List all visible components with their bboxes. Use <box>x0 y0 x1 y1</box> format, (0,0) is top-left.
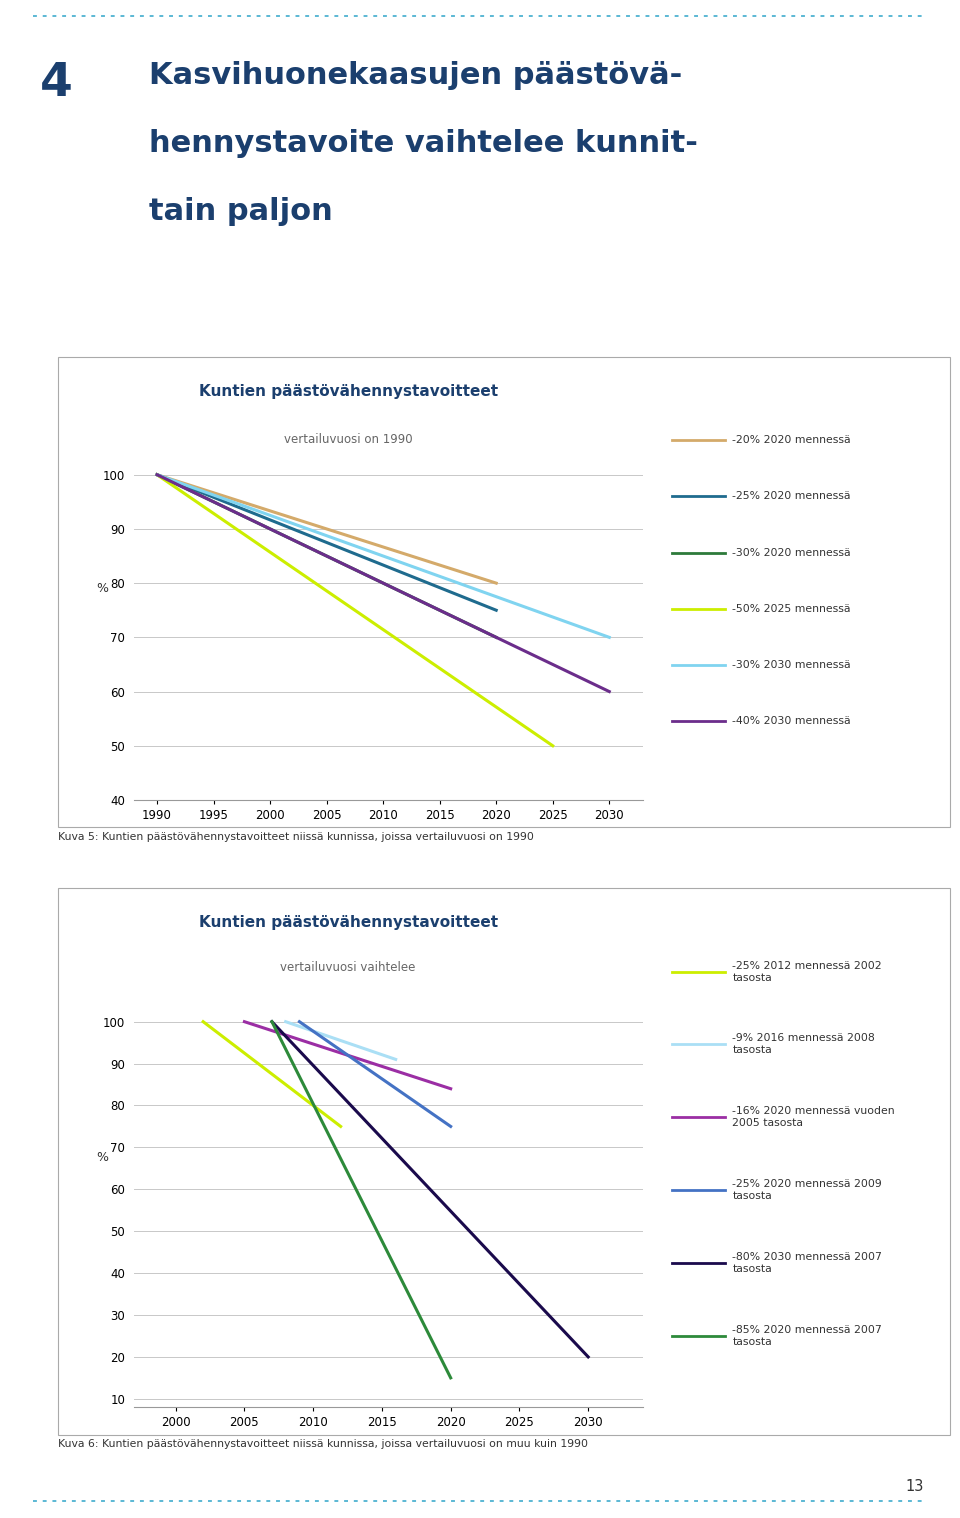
Text: %: % <box>96 581 108 595</box>
Text: Kasvihuonekaasujen päästövä-: Kasvihuonekaasujen päästövä- <box>149 61 682 90</box>
Text: -30% 2030 mennessä: -30% 2030 mennessä <box>732 660 852 669</box>
Text: vertailuvuosi on 1990: vertailuvuosi on 1990 <box>284 433 413 446</box>
Text: -50% 2025 mennessä: -50% 2025 mennessä <box>732 604 851 613</box>
Text: Kuntien päästövähennystavoitteet: Kuntien päästövähennystavoitteet <box>199 384 497 399</box>
Text: -25% 2020 mennessä 2009
tasosta: -25% 2020 mennessä 2009 tasosta <box>732 1179 882 1201</box>
Text: %: % <box>96 1151 108 1164</box>
Text: -30% 2020 mennessä: -30% 2020 mennessä <box>732 548 852 557</box>
Text: -16% 2020 mennessä vuoden
2005 tasosta: -16% 2020 mennessä vuoden 2005 tasosta <box>732 1107 895 1128</box>
Text: vertailuvuosi vaihtelee: vertailuvuosi vaihtelee <box>280 961 416 975</box>
Text: 4: 4 <box>40 61 73 106</box>
Text: 13: 13 <box>905 1479 924 1494</box>
Text: hennystavoite vaihtelee kunnit-: hennystavoite vaihtelee kunnit- <box>149 129 698 158</box>
Text: -20% 2020 mennessä: -20% 2020 mennessä <box>732 436 852 445</box>
Text: Kuva 6: Kuntien päästövähennystavoitteet niissä kunnissa, joissa vertailuvuosi o: Kuva 6: Kuntien päästövähennystavoitteet… <box>58 1439 588 1450</box>
Text: -25% 2020 mennessä: -25% 2020 mennessä <box>732 492 851 501</box>
Text: tain paljon: tain paljon <box>149 197 332 226</box>
Text: -80% 2030 mennessä 2007
tasosta: -80% 2030 mennessä 2007 tasosta <box>732 1252 882 1274</box>
Text: Kuva 5: Kuntien päästövähennystavoitteet niissä kunnissa, joissa vertailuvuosi o: Kuva 5: Kuntien päästövähennystavoitteet… <box>58 832 534 842</box>
Text: -40% 2030 mennessä: -40% 2030 mennessä <box>732 716 852 726</box>
Text: -25% 2012 mennessä 2002
tasosta: -25% 2012 mennessä 2002 tasosta <box>732 961 882 982</box>
Text: -9% 2016 mennessä 2008
tasosta: -9% 2016 mennessä 2008 tasosta <box>732 1034 876 1055</box>
Text: Kuntien päästövähennystavoitteet: Kuntien päästövähennystavoitteet <box>199 915 497 931</box>
Text: -85% 2020 mennessä 2007
tasosta: -85% 2020 mennessä 2007 tasosta <box>732 1325 882 1346</box>
